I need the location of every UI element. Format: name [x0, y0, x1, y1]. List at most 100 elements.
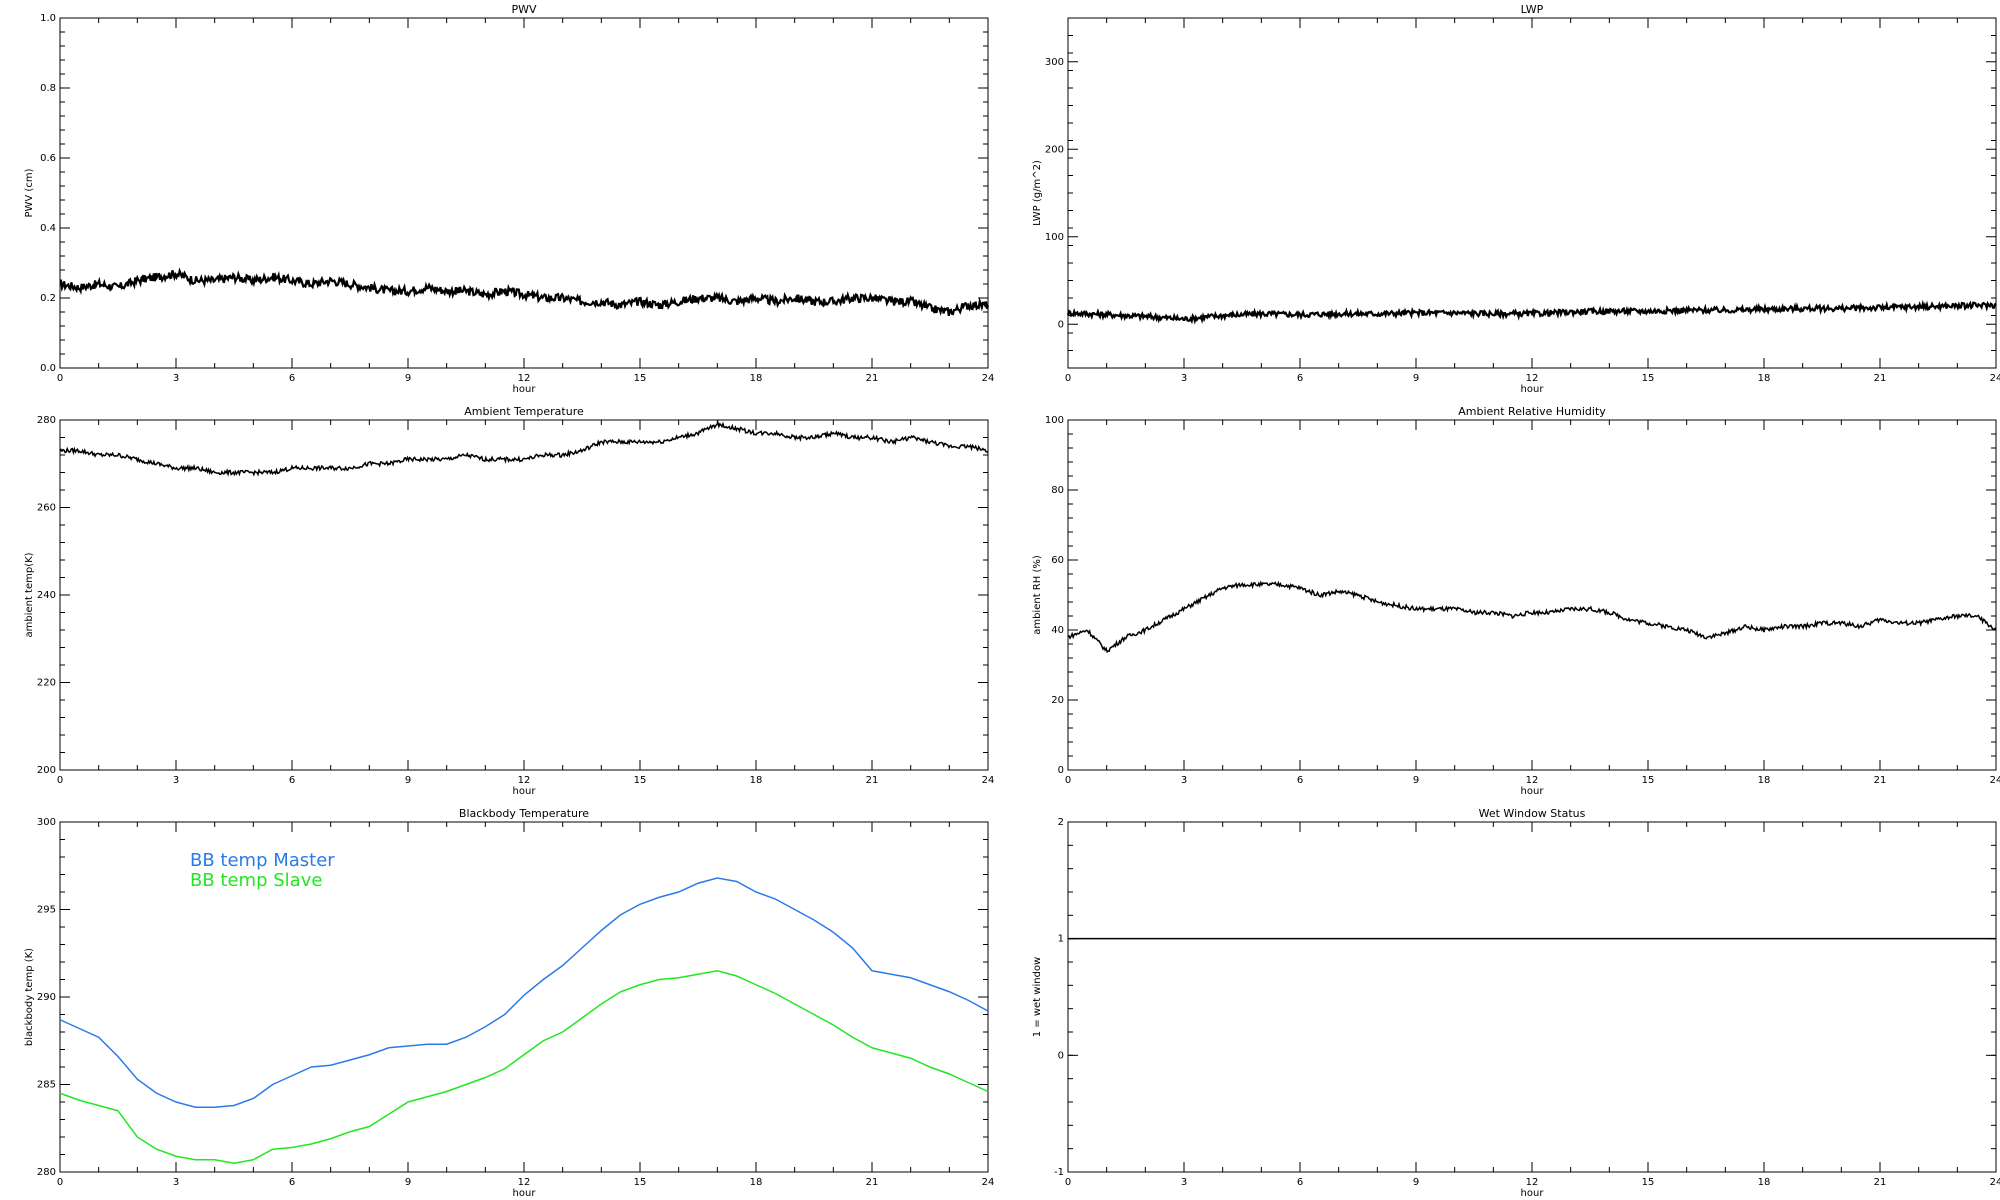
series-line-1	[59, 969, 989, 1165]
y-tick-label: 100	[1045, 232, 1064, 243]
plot-frame	[1067, 419, 1997, 771]
x-tick-label: 24	[982, 775, 995, 786]
x-tick-label: 0	[1065, 775, 1071, 786]
panel-pwv: PWV 0 3 6 9 12 15 18 21 24 hour 0.0 0.2 0.4 0.6 0.8 1.0 P…	[24, 3, 994, 395]
y-axis-label: LWP (g/m^2)	[1032, 160, 1043, 226]
x-tick-label: 9	[405, 1177, 411, 1188]
x-tick-label: 3	[1181, 775, 1187, 786]
y-tick-label: 200	[37, 765, 56, 776]
y-tick-label: 260	[37, 503, 56, 514]
y-tick-label: 0.2	[40, 293, 56, 304]
x-tick-label: 6	[1297, 1177, 1303, 1188]
x-tick-label: 9	[405, 373, 411, 384]
y-tick-label: 0	[1058, 1050, 1064, 1061]
y-tick-label: 300	[1045, 57, 1064, 68]
x-tick-label: 21	[1874, 1177, 1887, 1188]
y-tick-label: 0	[1058, 319, 1064, 330]
x-tick-label: 3	[173, 775, 179, 786]
panel-blackbody-temperature: Blackbody Temperature 0 3 6 9 12 15 18 21 24 hour 2…	[24, 807, 994, 1199]
panel-lwp: LWP 0 3 6 9 12 15 18 21 24 hour 0 100 200 300 LWP (g/m^…	[1032, 3, 2000, 395]
x-tick-label: 3	[173, 1177, 179, 1188]
x-tick-label: 9	[405, 775, 411, 786]
y-tick-label: 0.4	[40, 223, 56, 234]
y-tick-label: 220	[37, 678, 56, 689]
y-tick-label: 100	[1045, 415, 1064, 426]
y-tick-label: 290	[37, 992, 56, 1003]
x-tick-label: 15	[634, 373, 647, 384]
y-tick-label: 40	[1051, 625, 1064, 636]
x-tick-label: 6	[289, 1177, 295, 1188]
y-tick-label: 200	[1045, 144, 1064, 155]
x-tick-label: 12	[1526, 373, 1539, 384]
x-tick-label: 12	[518, 373, 531, 384]
x-tick-label: 6	[289, 775, 295, 786]
y-tick-label: 0.8	[40, 83, 56, 94]
series-line-0	[1067, 580, 1997, 654]
y-tick-label: 280	[37, 1167, 56, 1178]
y-axis-label: ambient RH (%)	[1032, 555, 1043, 635]
chart-title: Ambient Temperature	[464, 405, 584, 418]
x-tick-label: 0	[1065, 1177, 1071, 1188]
x-axis-label: hour	[1521, 1188, 1545, 1199]
x-tick-label: 0	[57, 373, 63, 384]
series-line-0	[1066, 299, 1997, 325]
x-axis-label: hour	[513, 786, 537, 797]
panel-ambient-relative-humidity: Ambient Relative Humidity 0 3 6 9 12 15 18 21 24 h…	[1032, 405, 2000, 797]
x-tick-label: 0	[1065, 373, 1071, 384]
y-tick-label: 80	[1051, 485, 1064, 496]
y-tick-label: 240	[37, 590, 56, 601]
x-tick-label: 12	[1526, 1177, 1539, 1188]
x-tick-label: 9	[1413, 373, 1419, 384]
x-tick-label: 3	[173, 373, 179, 384]
chart-title: LWP	[1521, 3, 1544, 16]
y-axis-label: 1 = wet window	[1032, 957, 1043, 1037]
x-tick-label: 24	[982, 1177, 995, 1188]
chart-title: Wet Window Status	[1479, 807, 1586, 820]
x-tick-label: 15	[634, 775, 647, 786]
x-tick-label: 21	[1874, 775, 1887, 786]
legend-entry: BB temp Slave	[190, 870, 322, 891]
x-tick-label: 12	[518, 775, 531, 786]
plot-frame	[59, 419, 989, 771]
y-axis-label: PWV (cm)	[24, 168, 35, 217]
x-tick-label: 18	[1758, 1177, 1771, 1188]
x-tick-label: 24	[1990, 775, 2000, 786]
y-axis-label: blackbody temp (K)	[24, 948, 35, 1046]
x-tick-label: 21	[866, 373, 879, 384]
y-tick-label: 1.0	[40, 13, 56, 24]
y-tick-label: 285	[37, 1080, 56, 1091]
x-tick-label: 18	[750, 775, 763, 786]
x-tick-label: 9	[1413, 775, 1419, 786]
series-line-0	[59, 877, 989, 1108]
y-axis-label: ambient temp(K)	[24, 552, 35, 637]
y-tick-label: 60	[1051, 555, 1064, 566]
x-tick-label: 24	[982, 373, 995, 384]
series-line-0	[59, 267, 990, 317]
y-tick-label: 0.0	[40, 363, 56, 374]
x-tick-label: 3	[1181, 1177, 1187, 1188]
x-tick-label: 18	[1758, 775, 1771, 786]
legend-entry: BB temp Master	[190, 850, 335, 871]
x-tick-label: 24	[1990, 373, 2000, 384]
x-tick-label: 18	[750, 373, 763, 384]
y-tick-label: 2	[1058, 817, 1064, 828]
x-tick-label: 21	[866, 1177, 879, 1188]
panel-ambient-temperature: Ambient Temperature 0 3 6 9 12 15 18 21 24 hour 200…	[24, 405, 994, 797]
y-tick-label: 0.6	[40, 153, 56, 164]
x-tick-label: 24	[1990, 1177, 2000, 1188]
x-tick-label: 21	[866, 775, 879, 786]
plot-frame	[1067, 821, 1997, 1173]
chart-title: PWV	[511, 3, 537, 16]
x-tick-label: 21	[1874, 373, 1887, 384]
x-tick-label: 0	[57, 775, 63, 786]
y-tick-label: 20	[1051, 695, 1064, 706]
x-tick-label: 18	[750, 1177, 763, 1188]
x-tick-label: 12	[518, 1177, 531, 1188]
x-tick-label: 15	[1642, 373, 1655, 384]
x-axis-label: hour	[1521, 786, 1545, 797]
plot-frame	[59, 17, 989, 369]
x-tick-label: 6	[1297, 775, 1303, 786]
y-tick-label: -1	[1054, 1167, 1064, 1178]
